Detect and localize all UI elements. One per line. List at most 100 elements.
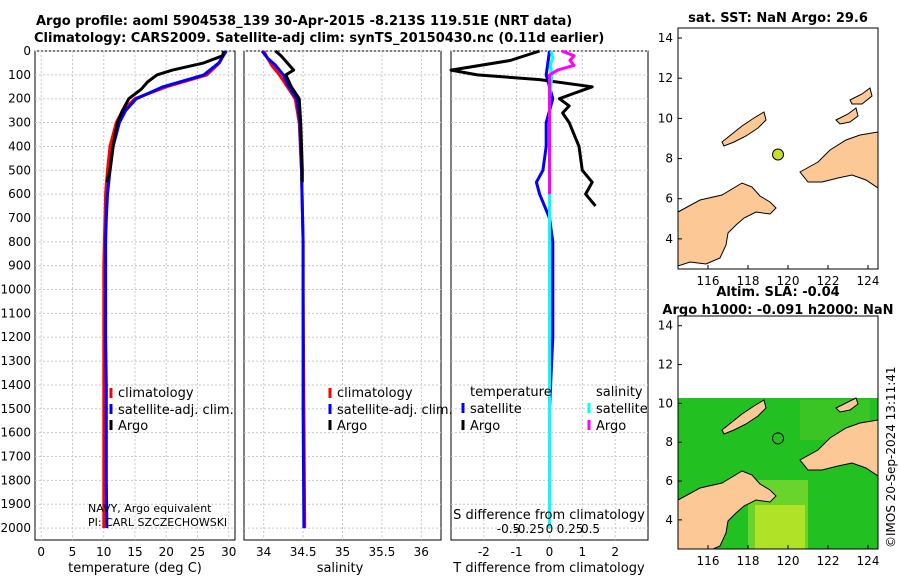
depth-tick-label: 1300 bbox=[0, 354, 31, 368]
island-land-shape bbox=[835, 397, 859, 413]
legend-satellite-label: satellite-adj. clim. bbox=[118, 403, 234, 418]
legend-s-argo-label: Argo bbox=[596, 419, 626, 434]
s-diff-tick-label: 0 bbox=[546, 522, 554, 536]
series-line-satellite-adj-clim- bbox=[104, 50, 228, 529]
t-diff-tick-label: -1 bbox=[511, 545, 523, 559]
legend-climatology-label: climatology bbox=[118, 386, 194, 401]
latitude-tick-label: 4 bbox=[665, 232, 673, 246]
figure-title-line1: Argo profile: aoml 5904538_139 30-Apr-20… bbox=[36, 14, 573, 29]
depth-tick-label: 1600 bbox=[0, 426, 31, 440]
series-line-argo bbox=[274, 49, 304, 183]
borneo-land-shape bbox=[678, 182, 777, 267]
latitude-tick-label: 14 bbox=[658, 319, 673, 333]
temperature-legend: climatology satellite-adj. clim. Argo bbox=[109, 386, 234, 434]
depth-tick-label: 2000 bbox=[0, 521, 31, 535]
legend-s-satellite-label: satellite bbox=[596, 402, 648, 417]
x-tick-label: 20 bbox=[159, 545, 174, 559]
t-diff-tick-label: 0 bbox=[546, 545, 554, 559]
longitude-tick-label: 120 bbox=[777, 274, 800, 288]
imos-timestamp: ©IMOS 20-Sep-2024 13:11:41 bbox=[884, 366, 898, 548]
salinity-legend: climatology satellite-adj. clim. Argo bbox=[328, 386, 453, 434]
legend-temperature-heading: temperature bbox=[470, 385, 552, 400]
depth-tick-label: 200 bbox=[8, 92, 31, 106]
series-line-temperature-argo bbox=[449, 49, 597, 207]
temperature-panel: 0100200300400500600700800900100011001200… bbox=[0, 44, 236, 576]
depth-tick-label: 1900 bbox=[0, 497, 31, 511]
legend-t-argo-label: Argo bbox=[470, 419, 500, 434]
x-tick-label: 34.5 bbox=[290, 545, 317, 559]
depth-tick-label: 1200 bbox=[0, 330, 31, 344]
latitude-tick-label: 12 bbox=[658, 358, 673, 372]
depth-tick-label: 1000 bbox=[0, 283, 31, 297]
island-land-shape bbox=[849, 87, 873, 105]
depth-tick-label: 0 bbox=[23, 44, 31, 58]
depth-tick-label: 500 bbox=[8, 163, 31, 177]
x-tick-label: 35.5 bbox=[369, 545, 396, 559]
latitude-tick-label: 14 bbox=[658, 31, 673, 45]
s-diff-tick-label: -0.5 bbox=[497, 522, 520, 536]
legend-climatology-label: climatology bbox=[337, 386, 413, 401]
depth-tick-label: 900 bbox=[8, 259, 31, 273]
s-diff-tick-label: -0.25 bbox=[513, 522, 544, 536]
float-owner-note: NAVY, Argo equivalent bbox=[88, 502, 212, 515]
flores-land-shape bbox=[799, 419, 878, 477]
latitude-tick-label: 10 bbox=[658, 396, 673, 410]
s-difference-label: S difference from climatology bbox=[453, 508, 645, 523]
sulawesi-land-shape bbox=[721, 399, 767, 435]
latitude-tick-label: 6 bbox=[665, 474, 673, 488]
x-tick-label: 10 bbox=[96, 545, 111, 559]
difference-panel: -2 -1 0 1 2 T difference from climatology S … bbox=[449, 49, 649, 576]
flores-land-shape bbox=[799, 131, 878, 189]
temperature-xlabel: temperature (deg C) bbox=[68, 561, 202, 576]
t-diff-tick-label: 1 bbox=[579, 545, 587, 559]
t-diff-tick-label: 2 bbox=[611, 545, 619, 559]
depth-tick-label: 800 bbox=[8, 235, 31, 249]
figure-title-line2: Climatology: CARS2009. Satellite-adj cli… bbox=[34, 31, 605, 46]
legend-argo-label: Argo bbox=[118, 419, 148, 434]
sst-map-land bbox=[678, 87, 878, 267]
x-tick-label: 15 bbox=[127, 545, 142, 559]
legend-argo-label: Argo bbox=[337, 419, 367, 434]
sla-map-panel: Altim. SLA: -0.04 Argo h1000: -0.091 h20… bbox=[658, 285, 894, 568]
depth-tick-label: 300 bbox=[8, 116, 31, 130]
x-tick-label: 30 bbox=[221, 545, 236, 559]
longitude-tick-label: 118 bbox=[737, 274, 760, 288]
argo-float-marker bbox=[772, 148, 784, 161]
x-tick-label: 34 bbox=[256, 545, 271, 559]
latitude-tick-label: 10 bbox=[658, 111, 673, 125]
depth-tick-label: 1500 bbox=[0, 402, 31, 416]
sla-map-title-line2: Argo h1000: -0.091 h2000: NaN bbox=[662, 303, 893, 318]
legend-t-satellite-label: satellite bbox=[470, 402, 522, 417]
latitude-tick-label: 12 bbox=[658, 71, 673, 85]
sla-map-title-line1: Altim. SLA: -0.04 bbox=[716, 285, 839, 300]
legend-satellite-label: satellite-adj. clim. bbox=[337, 403, 453, 418]
x-tick-label: 0 bbox=[37, 545, 45, 559]
sst-map-panel: sat. SST: NaN Argo: 29.6 116 118 120 122 124… bbox=[658, 11, 880, 288]
latitude-tick-label: 4 bbox=[665, 513, 673, 527]
longitude-tick-label: 122 bbox=[817, 274, 840, 288]
series-line-argo bbox=[105, 50, 226, 183]
sst-map-frame bbox=[677, 27, 879, 270]
x-tick-label: 35 bbox=[335, 545, 350, 559]
difference-legend: temperature salinity satellite Argo sate… bbox=[461, 385, 648, 434]
float-pi-note: PI: CARL SZCZECHOWSKI bbox=[88, 516, 227, 529]
longitude-tick-label: 120 bbox=[777, 554, 800, 568]
latitude-tick-label: 8 bbox=[665, 152, 673, 166]
depth-tick-label: 400 bbox=[8, 139, 31, 153]
depth-tick-label: 700 bbox=[8, 211, 31, 225]
legend-salinity-heading: salinity bbox=[596, 385, 643, 400]
series-line-satellite-adj-clim- bbox=[260, 50, 306, 529]
island-land-shape bbox=[835, 107, 859, 125]
latitude-tick-label: 8 bbox=[665, 435, 673, 449]
longitude-tick-label: 124 bbox=[857, 274, 880, 288]
longitude-tick-label: 116 bbox=[697, 274, 720, 288]
borneo-land-shape bbox=[678, 470, 777, 549]
depth-tick-label: 1400 bbox=[0, 378, 31, 392]
latitude-tick-label: 6 bbox=[665, 192, 673, 206]
x-tick-label: 5 bbox=[69, 545, 77, 559]
series-line-salinity-argo bbox=[548, 49, 576, 195]
t-diff-tick-label: -2 bbox=[478, 545, 490, 559]
depth-tick-label: 1800 bbox=[0, 473, 31, 487]
sla-field bbox=[678, 397, 878, 549]
